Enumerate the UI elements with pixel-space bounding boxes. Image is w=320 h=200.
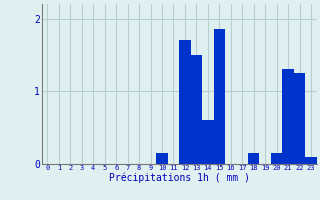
Bar: [179, 40, 191, 164]
Bar: [191, 55, 202, 164]
Bar: [214, 29, 225, 164]
Bar: [305, 157, 317, 164]
Bar: [271, 153, 282, 164]
Bar: [294, 73, 305, 164]
X-axis label: Précipitations 1h ( mm ): Précipitations 1h ( mm ): [109, 173, 250, 183]
Bar: [248, 153, 260, 164]
Bar: [202, 120, 214, 164]
Bar: [156, 153, 168, 164]
Bar: [282, 69, 294, 164]
